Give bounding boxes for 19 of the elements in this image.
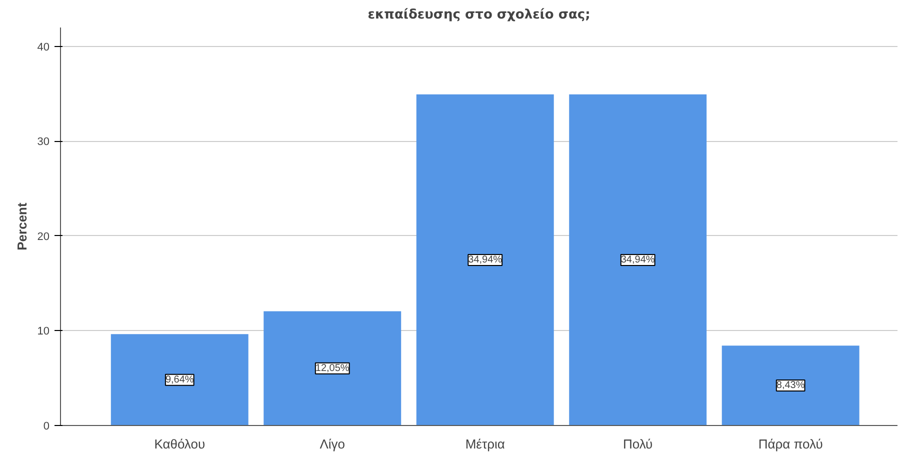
bar xyxy=(264,311,402,426)
x-tick-label: Πολύ xyxy=(623,436,653,452)
bar xyxy=(569,94,707,426)
x-tick-label: Καθόλου xyxy=(154,436,206,452)
x-tick-label: Λίγο xyxy=(320,436,346,452)
y-tick-label: 0 xyxy=(43,420,50,432)
bar xyxy=(110,334,248,426)
bar xyxy=(416,94,554,426)
data-label: 12,05% xyxy=(315,362,350,374)
y-tick-label: 30 xyxy=(37,136,50,148)
y-tick-label: 40 xyxy=(37,41,50,54)
chart-title: εκπαίδευσης στο σχολείο σας; xyxy=(368,8,590,22)
y-tick-label: 20 xyxy=(37,230,50,243)
bar xyxy=(722,346,860,426)
y-tick-label: 10 xyxy=(37,326,50,338)
data-label: 9,64% xyxy=(165,374,194,386)
x-tick-label: Μέτρια xyxy=(465,436,506,452)
y-axis-title: Percent xyxy=(14,202,30,250)
x-tick-label: Πάρα πολύ xyxy=(758,436,823,452)
